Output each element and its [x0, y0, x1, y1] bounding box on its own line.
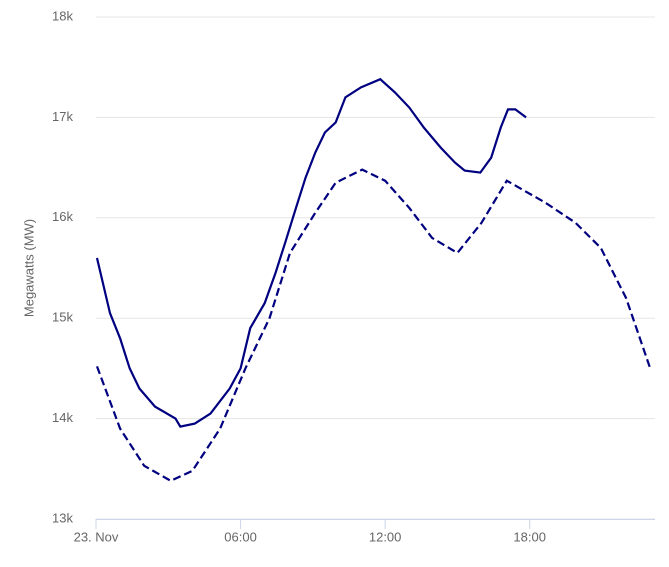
y-tick-label: 17k: [52, 109, 73, 124]
series-line: [95, 77, 527, 428]
x-tick-label: 18:00: [513, 529, 546, 544]
y-tick-label: 14k: [52, 410, 73, 425]
y-axis-label: Megawatts (MW): [21, 219, 36, 317]
y-tick-label: 18k: [52, 8, 73, 23]
y-tick-label: 15k: [52, 310, 73, 325]
y-tick-label: 13k: [52, 510, 73, 525]
series-line: [95, 168, 652, 483]
x-tick-label: 12:00: [369, 529, 402, 544]
x-tick-label: 06:00: [224, 529, 257, 544]
x-tick-label: 23. Nov: [74, 529, 119, 544]
y-tick-label: 16k: [52, 209, 73, 224]
